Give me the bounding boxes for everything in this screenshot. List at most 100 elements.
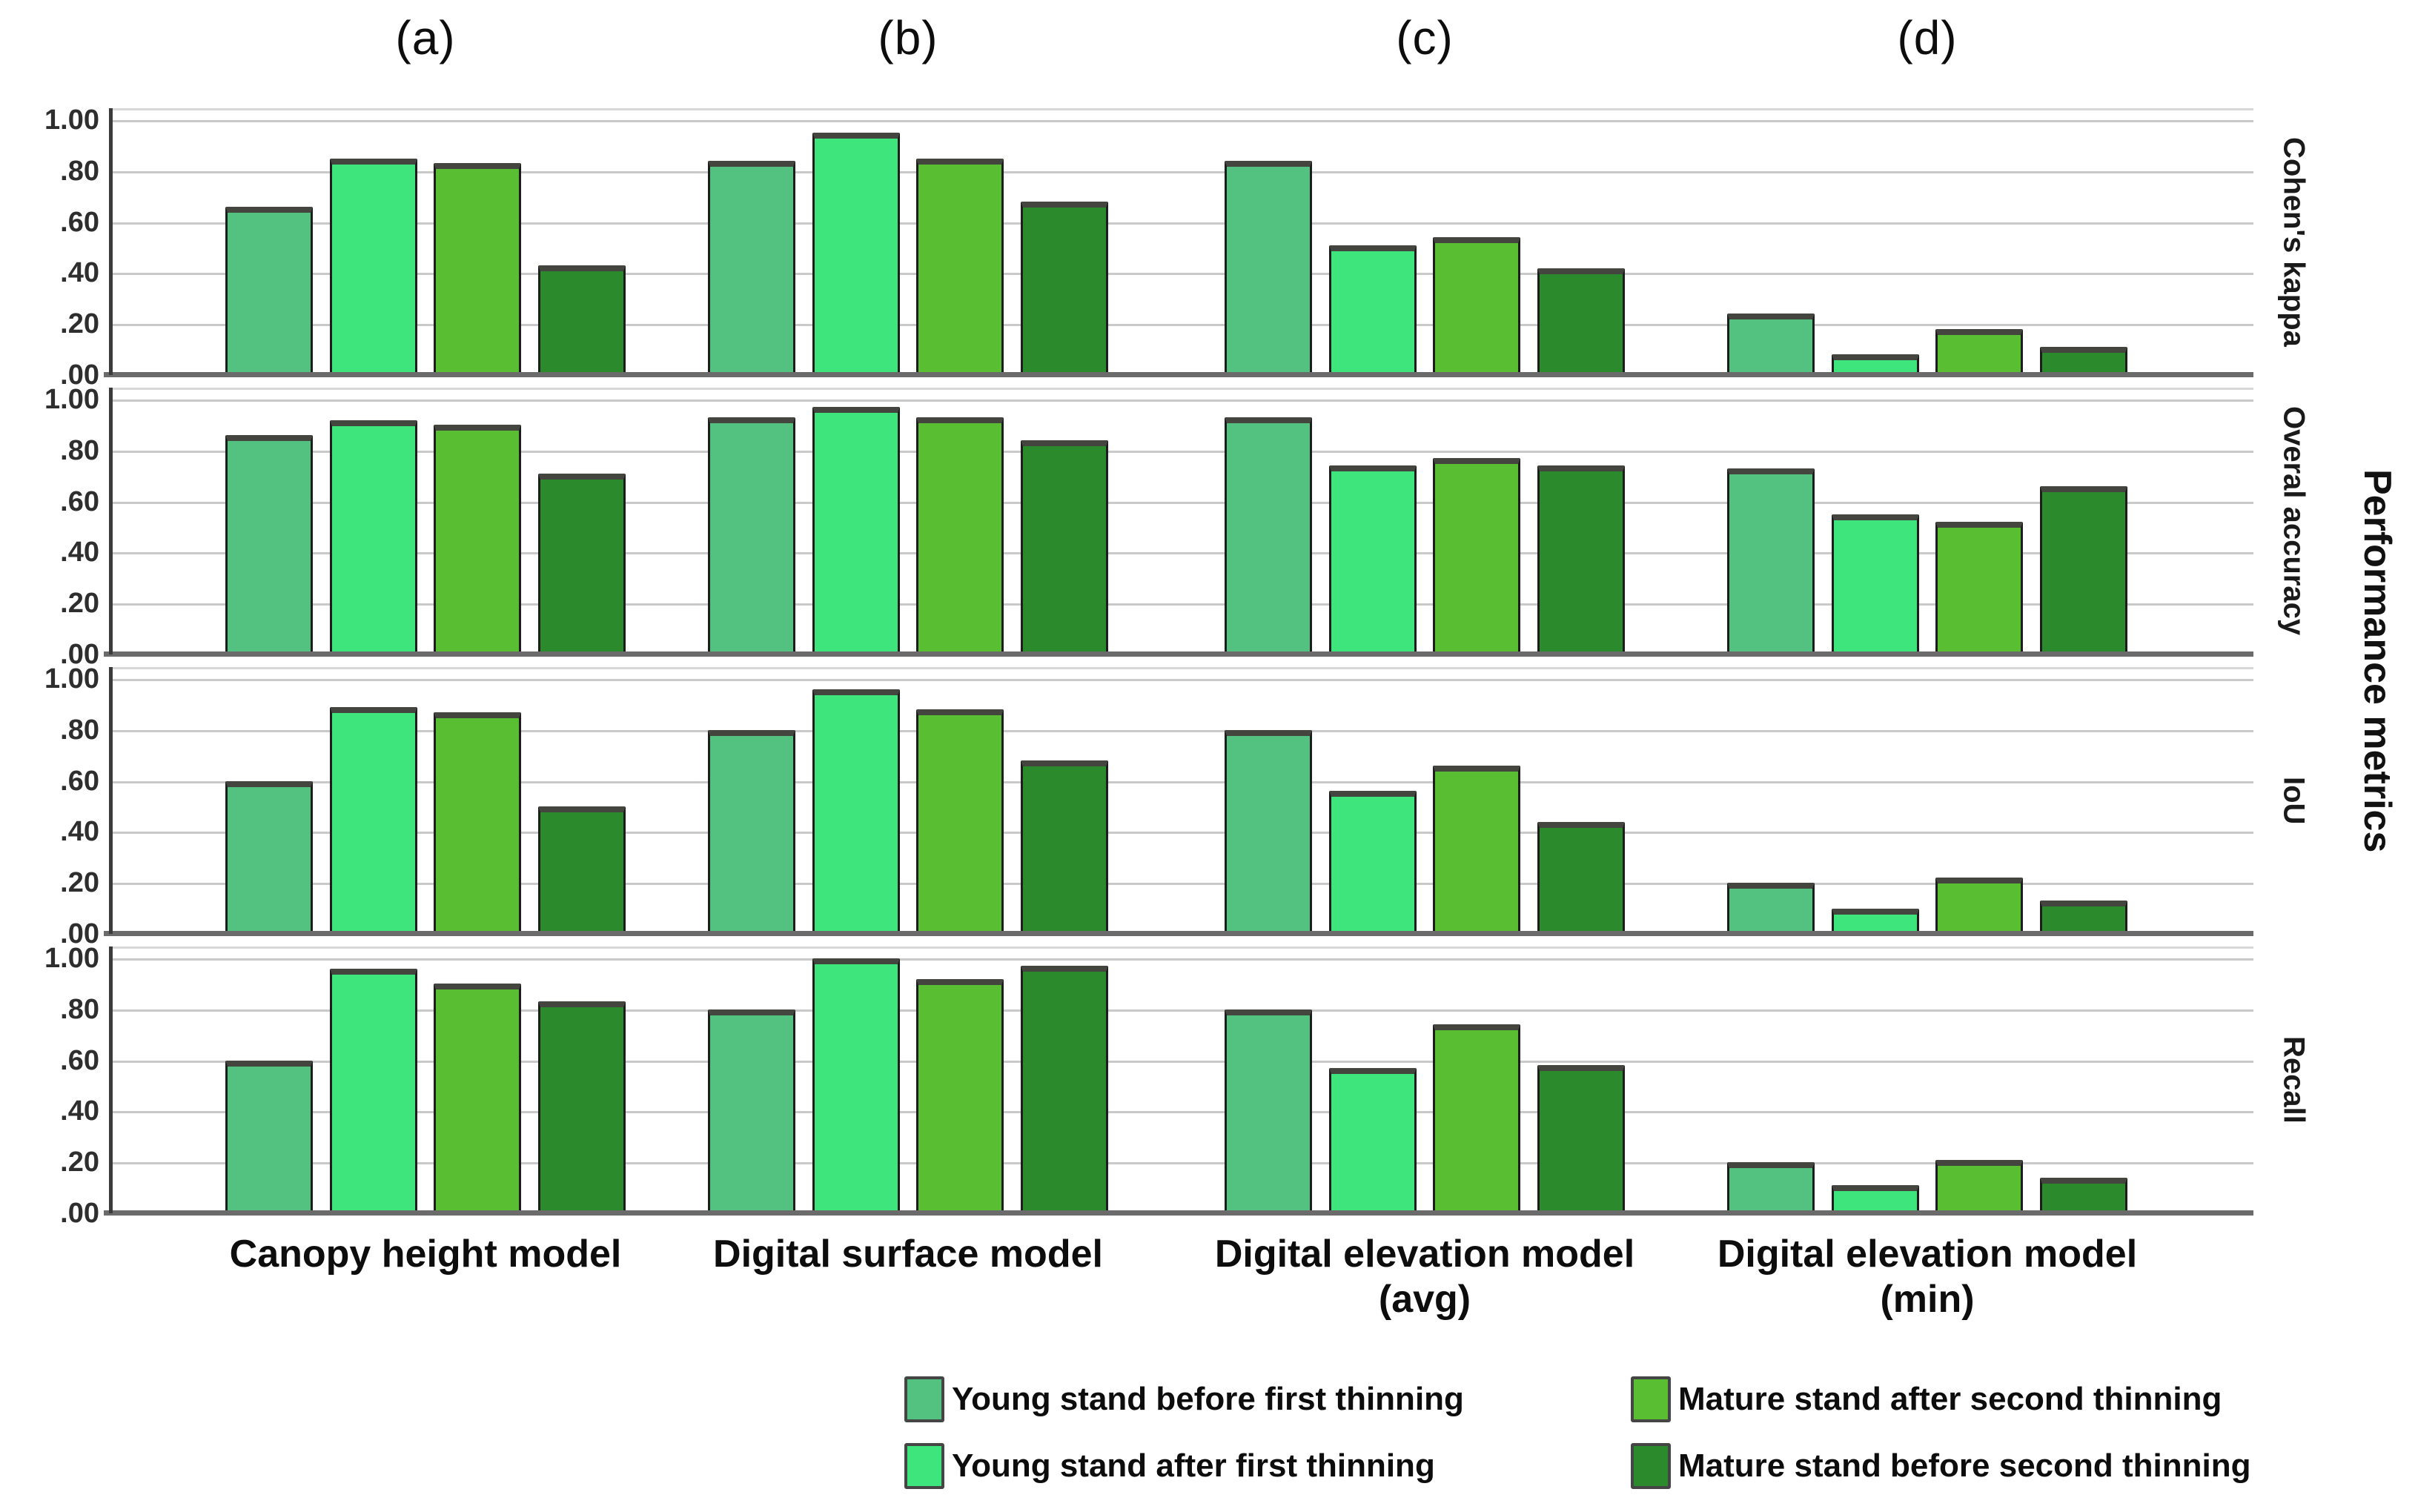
bar-cohen-s-kappa-digital-surface-model-s4 bbox=[1020, 202, 1108, 375]
y-tick-label: .20 bbox=[60, 588, 99, 620]
right-axis-title: Performance metrics bbox=[2356, 468, 2399, 853]
category-label-digital-elevation-model-min: Digital elevation model (min) bbox=[1675, 1232, 2179, 1323]
legend-item-mature-stand-after-second-thinning: Mature stand after second thinning bbox=[1631, 1373, 2222, 1425]
panel-label-d: (d) bbox=[1897, 11, 1958, 64]
bar-cohen-s-kappa-digital-elevation-model-avg-s2 bbox=[1328, 245, 1417, 375]
legend-label: Young stand after first thinning bbox=[952, 1448, 1435, 1484]
category-label-line1: Canopy height model bbox=[229, 1233, 622, 1276]
y-axis-overal-accuracy: 1.00 .80 .60 .40 .20 .00 bbox=[0, 385, 104, 669]
bar-iou-digital-elevation-model-min-s4 bbox=[2039, 901, 2127, 934]
gridline bbox=[111, 120, 2253, 122]
bar-iou-digital-elevation-model-avg-s3 bbox=[1433, 766, 1521, 934]
gridline bbox=[111, 679, 2253, 681]
bar-overal-accuracy-digital-surface-model-s1 bbox=[708, 417, 795, 654]
metric-row-overal-accuracy: 1.00 .80 .60 .40 .20 .00 Overal accuracy bbox=[0, 385, 2418, 669]
bar-recall-digital-elevation-model-avg-s1 bbox=[1225, 1009, 1312, 1213]
y-tick-label: .80 bbox=[60, 434, 99, 466]
gridline bbox=[111, 958, 2253, 961]
legend-swatch-icon bbox=[1631, 1443, 1671, 1489]
category-label-line2: (min) bbox=[1880, 1278, 1975, 1322]
legend-swatch-icon bbox=[904, 1376, 944, 1422]
bar-group-digital-elevation-model-avg bbox=[1225, 399, 1625, 654]
y-tick-label: .00 bbox=[60, 918, 99, 949]
metric-label-cohen-s-kappa: Cohen's kappa bbox=[2277, 136, 2311, 347]
bar-group-digital-surface-model bbox=[708, 679, 1108, 934]
x-axis-baseline bbox=[104, 1210, 2253, 1216]
legend-label: Young stand before first thinning bbox=[952, 1381, 1464, 1417]
plot-area-iou bbox=[104, 667, 2253, 936]
gridline bbox=[111, 1009, 2253, 1012]
gridline bbox=[111, 552, 2253, 555]
bar-iou-digital-elevation-model-min-s3 bbox=[1935, 878, 2024, 934]
bar-group-canopy-height-model bbox=[225, 399, 626, 654]
bar-group-digital-elevation-model-avg bbox=[1225, 958, 1625, 1213]
bar-recall-digital-surface-model-s3 bbox=[916, 979, 1004, 1213]
bar-overal-accuracy-canopy-height-model-s2 bbox=[329, 420, 417, 654]
bar-overal-accuracy-digital-elevation-model-min-s1 bbox=[1727, 468, 1815, 654]
y-tick-label: 1.00 bbox=[44, 105, 99, 136]
panel-label-a: (a) bbox=[395, 11, 456, 64]
y-tick-label: .80 bbox=[60, 155, 99, 187]
bar-recall-canopy-height-model-s2 bbox=[329, 969, 417, 1213]
bar-cohen-s-kappa-digital-elevation-model-avg-s4 bbox=[1537, 268, 1625, 375]
legend-swatch-icon bbox=[1631, 1376, 1671, 1422]
bar-overal-accuracy-digital-elevation-model-avg-s4 bbox=[1537, 465, 1625, 654]
bar-group-canopy-height-model bbox=[225, 679, 626, 934]
bar-recall-canopy-height-model-s4 bbox=[537, 1001, 626, 1213]
bar-iou-digital-elevation-model-min-s2 bbox=[1831, 909, 1919, 934]
y-tick-label: .60 bbox=[60, 206, 99, 238]
bar-overal-accuracy-digital-elevation-model-min-s4 bbox=[2039, 486, 2127, 654]
x-axis-baseline bbox=[104, 372, 2253, 377]
y-tick-label: .60 bbox=[60, 485, 99, 517]
bar-cohen-s-kappa-canopy-height-model-s1 bbox=[225, 207, 313, 375]
bar-recall-digital-surface-model-s4 bbox=[1020, 966, 1108, 1213]
bar-iou-digital-surface-model-s2 bbox=[812, 689, 900, 934]
legend-item-mature-stand-before-second-thinning: Mature stand before second thinning bbox=[1631, 1440, 2251, 1492]
panel-label-b: (b) bbox=[878, 11, 938, 64]
bar-group-digital-surface-model bbox=[708, 120, 1108, 375]
bar-recall-digital-elevation-model-min-s4 bbox=[2039, 1178, 2127, 1213]
bar-iou-digital-surface-model-s3 bbox=[916, 709, 1004, 934]
gridline-top-frame bbox=[111, 388, 2253, 390]
gridline bbox=[111, 399, 2253, 402]
bar-group-digital-surface-model bbox=[708, 399, 1108, 654]
gridline-top-frame bbox=[111, 108, 2253, 110]
y-tick-label: 1.00 bbox=[44, 663, 99, 694]
bar-cohen-s-kappa-digital-surface-model-s2 bbox=[812, 133, 900, 375]
metric-row-cohen-s-kappa: 1.00 .80 .60 .40 .20 .00 Cohen's kappa bbox=[0, 105, 2418, 390]
legend-label: Mature stand before second thinning bbox=[1678, 1448, 2251, 1484]
y-axis-line bbox=[109, 946, 113, 1213]
metric-rows: 1.00 .80 .60 .40 .20 .00 Cohen's kappa 1.00 .80.… bbox=[0, 105, 2418, 1228]
bar-iou-digital-surface-model-s1 bbox=[708, 730, 795, 934]
bar-cohen-s-kappa-digital-elevation-model-avg-s1 bbox=[1225, 161, 1312, 375]
bar-cohen-s-kappa-canopy-height-model-s3 bbox=[434, 163, 522, 375]
gridline bbox=[111, 324, 2253, 327]
y-tick-label: .20 bbox=[60, 308, 99, 340]
bar-cohen-s-kappa-digital-elevation-model-avg-s3 bbox=[1433, 237, 1521, 375]
y-axis-cohen-s-kappa: 1.00 .80 .60 .40 .20 .00 bbox=[0, 105, 104, 390]
category-label-digital-elevation-model-avg: Digital elevation model (avg) bbox=[1173, 1232, 1677, 1323]
legend-item-young-stand-after-first-thinning: Young stand after first thinning bbox=[904, 1440, 1435, 1492]
y-axis-line bbox=[109, 667, 113, 934]
x-axis-baseline bbox=[104, 931, 2253, 936]
bar-overal-accuracy-canopy-height-model-s3 bbox=[434, 425, 522, 654]
bar-cohen-s-kappa-digital-elevation-model-min-s3 bbox=[1935, 329, 2024, 375]
bar-overal-accuracy-digital-elevation-model-avg-s2 bbox=[1328, 465, 1417, 654]
y-tick-label: .00 bbox=[60, 639, 99, 670]
metric-label-recall: Recall bbox=[2277, 1036, 2311, 1124]
bar-recall-canopy-height-model-s1 bbox=[225, 1061, 313, 1213]
y-axis-line bbox=[109, 108, 113, 375]
y-axis-line bbox=[109, 388, 113, 654]
y-tick-label: .20 bbox=[60, 867, 99, 899]
gridline bbox=[111, 170, 2253, 173]
legend-swatch-icon bbox=[904, 1443, 944, 1489]
bar-iou-canopy-height-model-s4 bbox=[537, 806, 626, 934]
gridline bbox=[111, 780, 2253, 783]
panel-label-c: (c) bbox=[1396, 11, 1454, 64]
bar-recall-digital-elevation-model-min-s1 bbox=[1727, 1162, 1815, 1213]
bar-group-digital-elevation-model-avg bbox=[1225, 120, 1625, 375]
bar-cohen-s-kappa-digital-elevation-model-min-s4 bbox=[2039, 347, 2127, 375]
category-label-canopy-height-model: Canopy height model bbox=[173, 1232, 678, 1277]
metric-label-iou: IoU bbox=[2277, 776, 2311, 825]
